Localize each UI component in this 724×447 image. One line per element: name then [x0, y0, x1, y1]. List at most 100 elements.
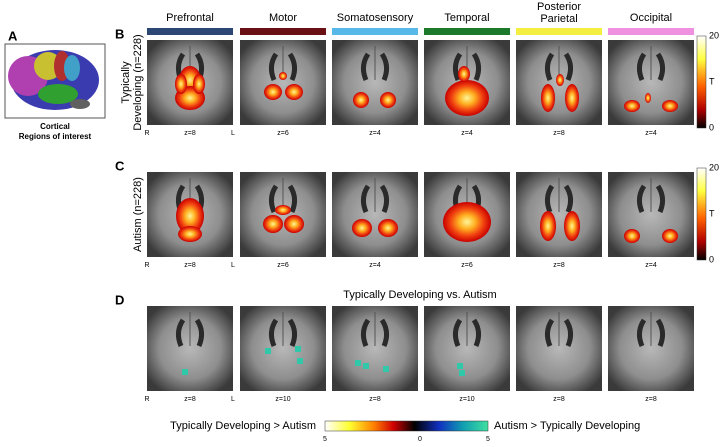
- row-title: Developing (n=228): [132, 34, 144, 130]
- activation: [624, 229, 640, 243]
- ventricles: [544, 318, 574, 347]
- contrast-tick: 5: [486, 436, 490, 443]
- brain-slice: [608, 306, 694, 391]
- ventricles: [452, 318, 482, 347]
- brain-slice: [240, 306, 326, 391]
- ventricles: [360, 184, 390, 213]
- contrast-tick: 5: [323, 436, 327, 443]
- brain-illustration: [8, 50, 99, 110]
- activation: [175, 74, 187, 94]
- activation: [541, 84, 555, 112]
- orientation: R: [144, 130, 149, 137]
- orientation: R: [144, 262, 149, 269]
- column-header: Motor: [269, 12, 297, 24]
- colorbar-min: 0: [709, 254, 714, 264]
- row-subtitle: Typically Developing vs. Autism: [343, 289, 496, 301]
- header-bar: [240, 28, 326, 35]
- difference: [459, 370, 465, 376]
- z-label: z=8: [184, 262, 196, 269]
- ventricles: [636, 318, 666, 347]
- z-label: z=4: [645, 130, 657, 137]
- activation: [645, 93, 651, 103]
- activation: [662, 229, 678, 243]
- activation: [264, 84, 282, 100]
- brain-slice: [240, 40, 326, 125]
- panel-label: A: [8, 28, 18, 43]
- panel-label: B: [115, 26, 124, 41]
- z-label: z=4: [369, 262, 381, 269]
- brain-slice: [608, 40, 694, 125]
- z-label: z=10: [275, 396, 290, 403]
- activation: [445, 80, 489, 116]
- ventricles: [636, 184, 666, 213]
- difference: [355, 360, 361, 366]
- caption: Cortical: [40, 122, 70, 131]
- z-label: z=6: [277, 262, 289, 269]
- colorbar-min: 0: [709, 122, 714, 132]
- row-title: Typically: [120, 61, 132, 104]
- ventricles: [268, 184, 298, 213]
- z-label: z=8: [553, 130, 565, 137]
- activation: [624, 100, 640, 112]
- activation: [263, 215, 283, 233]
- brain-slice: [424, 172, 510, 257]
- activation: [458, 66, 470, 82]
- difference: [265, 348, 271, 354]
- orientation: L: [231, 262, 235, 269]
- column-header: Prefrontal: [166, 12, 214, 24]
- activation: [352, 219, 372, 237]
- activation: [353, 92, 369, 108]
- brain-slice: [516, 172, 602, 257]
- ventricles: [636, 52, 666, 81]
- activation: [176, 198, 204, 234]
- column-header: Parietal: [540, 13, 577, 25]
- activation: [285, 84, 303, 100]
- activation: [556, 74, 564, 86]
- contrast-left-label: Typically Developing > Autism: [170, 420, 316, 432]
- row-title: Autism (n=228): [132, 177, 144, 252]
- column-header: Somatosensory: [337, 12, 414, 24]
- activation: [662, 100, 678, 112]
- z-label: z=8: [184, 130, 196, 137]
- brain-slice: [332, 172, 418, 257]
- orientation: L: [231, 396, 235, 403]
- column-header: Occipital: [630, 12, 672, 24]
- z-label: z=4: [369, 130, 381, 137]
- colorbar: [696, 167, 707, 261]
- activation: [564, 211, 580, 241]
- header-bar: [332, 28, 418, 35]
- orientation: R: [144, 396, 149, 403]
- brain-slice: [240, 172, 326, 257]
- difference: [297, 358, 303, 364]
- z-label: z=8: [553, 396, 565, 403]
- contrast-colorbar: [324, 420, 489, 432]
- difference: [182, 369, 188, 375]
- ventricles: [360, 318, 390, 347]
- activation: [284, 215, 304, 233]
- activation: [443, 202, 491, 242]
- activation: [193, 74, 205, 94]
- colorbar-name: T: [709, 208, 715, 218]
- activation: [380, 92, 396, 108]
- brain-slice: [424, 306, 510, 391]
- brain-slice: [608, 172, 694, 257]
- z-label: z=6: [461, 262, 473, 269]
- brain-slice: [332, 40, 418, 125]
- activation: [378, 219, 398, 237]
- header-bar: [424, 28, 510, 35]
- ventricles: [452, 52, 482, 81]
- contrast-right-label: Autism > Typically Developing: [494, 420, 640, 432]
- ventricles: [268, 318, 298, 347]
- header-bar: [608, 28, 694, 35]
- brain-slice: [516, 40, 602, 125]
- contrast-tick: 0: [418, 436, 422, 443]
- brain-slice: [424, 40, 510, 125]
- caption: Regions of interest: [19, 132, 92, 141]
- header-bar: [147, 28, 233, 35]
- colorbar: [696, 35, 707, 129]
- brain-slice: [516, 306, 602, 391]
- z-label: z=4: [645, 262, 657, 269]
- ventricles: [175, 318, 205, 347]
- column-header: Posterior: [537, 1, 581, 13]
